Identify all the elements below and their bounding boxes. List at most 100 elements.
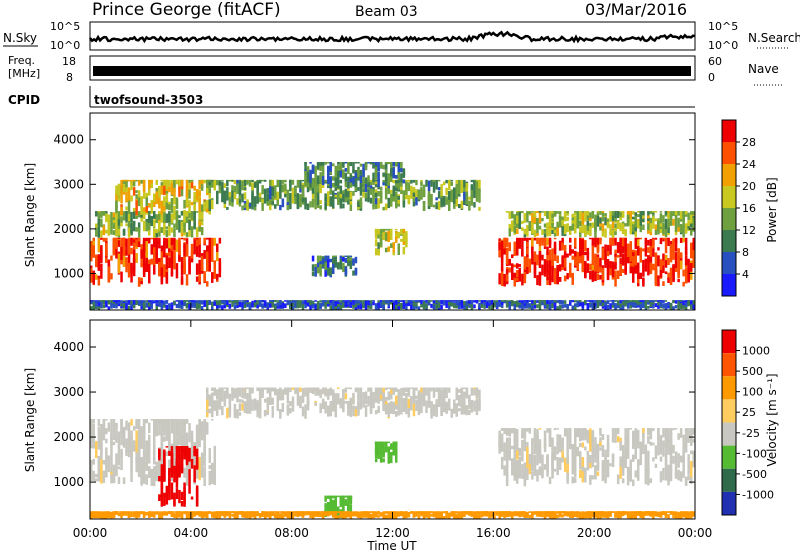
data-cell: [377, 451, 380, 459]
data-cell: [102, 511, 106, 515]
data-cell: [127, 300, 131, 304]
data-cell: [538, 302, 542, 306]
data-cell: [563, 304, 567, 308]
data-cell: [682, 300, 685, 306]
data-cell: [589, 300, 592, 302]
data-cell: [208, 179, 211, 190]
data-cell: [516, 302, 519, 308]
data-cell: [142, 451, 146, 470]
data-cell: [170, 250, 174, 264]
data-cell: [137, 222, 141, 232]
data-cell: [238, 195, 242, 205]
data-cell: [95, 254, 98, 268]
data-cell: [654, 218, 658, 222]
data-cell: [624, 266, 627, 275]
data-cell: [374, 167, 378, 174]
data-cell: [238, 179, 242, 187]
data-cell: [561, 451, 564, 458]
data-cell: [652, 457, 655, 462]
data-cell: [309, 201, 312, 208]
data-cell: [180, 435, 184, 452]
data-cell: [382, 387, 385, 394]
data-cell: [561, 300, 564, 305]
data-cell: [170, 467, 174, 472]
data-cell: [591, 302, 595, 306]
data-cell: [616, 254, 620, 258]
data-cell: [619, 300, 622, 304]
data-cell: [105, 438, 108, 444]
data-cell: [238, 203, 242, 207]
data-cell: [523, 462, 527, 484]
data-cell: [425, 179, 428, 187]
data-cell: [589, 222, 592, 227]
data-cell: [163, 492, 166, 506]
data-cell: [684, 267, 688, 284]
data-cell: [170, 304, 174, 310]
data-cell: [400, 239, 403, 242]
data-cell: [579, 428, 582, 440]
data-cell: [296, 398, 300, 406]
data-cell: [281, 302, 285, 308]
data-cell: [120, 271, 123, 283]
data-cell: [155, 464, 158, 482]
data-cell: [279, 204, 282, 211]
data-cell: [500, 251, 504, 272]
data-cell: [306, 300, 310, 303]
data-cell: [392, 251, 395, 256]
data-cell: [579, 220, 582, 227]
data-cell: [392, 167, 395, 179]
data-cell: [241, 302, 244, 308]
data-cell: [301, 300, 305, 305]
data-cell: [276, 305, 279, 309]
data-cell: [569, 428, 572, 447]
data-cell: [558, 264, 562, 272]
data-cell: [682, 434, 685, 454]
data-cell: [594, 227, 597, 238]
data-cell: [125, 265, 128, 273]
data-cell: [470, 387, 474, 396]
data-cell: [566, 216, 569, 221]
data-cell: [533, 262, 537, 275]
data-cell: [536, 300, 539, 302]
data-cell: [541, 468, 544, 479]
data-cell: [470, 399, 474, 408]
data-cell: [634, 225, 637, 229]
data-cell: [455, 387, 458, 401]
data-cell: [586, 267, 590, 273]
data-cell: [269, 393, 272, 399]
data-cell: [193, 237, 196, 255]
data-cell: [148, 514, 151, 518]
data-cell: [558, 300, 562, 303]
data-cell: [142, 468, 146, 484]
data-cell: [586, 432, 590, 437]
data-cell: [198, 300, 201, 304]
data-cell: [332, 256, 335, 267]
data-cell: [266, 188, 269, 194]
data-cell: [677, 453, 680, 468]
data-cell: [611, 214, 615, 222]
data-cell: [614, 253, 617, 257]
data-cell: [604, 217, 607, 226]
data-cell: [140, 281, 143, 285]
data-cell: [397, 231, 400, 239]
data-cell: [445, 387, 448, 399]
data-cell: [102, 305, 106, 309]
data-cell: [291, 306, 295, 310]
data-cell: [445, 387, 448, 389]
data-cell: [543, 211, 547, 217]
data-cell: [475, 398, 479, 412]
data-cell: [148, 203, 151, 208]
data-cell: [165, 485, 169, 505]
data-cell: [274, 204, 277, 209]
data-cell: [632, 221, 635, 227]
data-cell: [526, 237, 529, 242]
data-cell: [684, 213, 688, 217]
data-cell: [231, 195, 234, 203]
data-cell: [455, 405, 458, 417]
data-cell: [221, 389, 224, 401]
data-cell: [95, 511, 98, 515]
data-cell: [160, 200, 164, 215]
data-cell: [276, 392, 279, 397]
data-cell: [324, 503, 327, 507]
data-cell: [198, 211, 201, 220]
